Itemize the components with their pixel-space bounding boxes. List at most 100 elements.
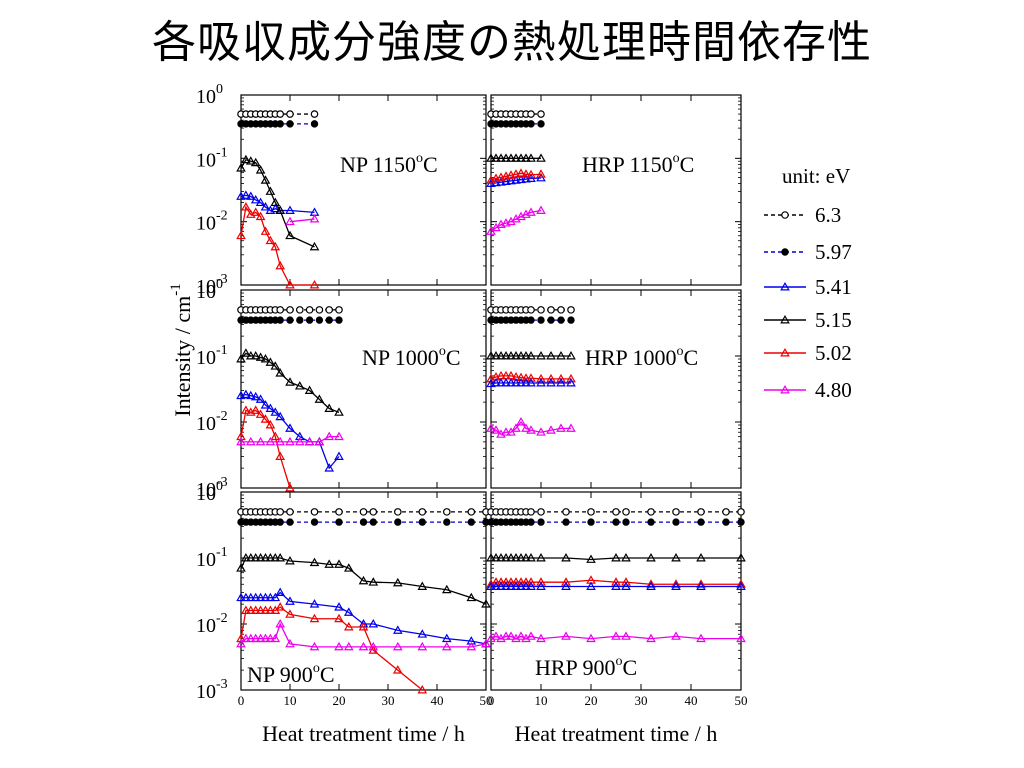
- data-point-p4-5.15-19: [466, 592, 477, 602]
- y-tick-label-r0-0: 100: [196, 82, 223, 108]
- data-point-p2-5.41-4: [255, 394, 266, 403]
- data-point-p3-5.41-10: [546, 377, 556, 387]
- data-point-p5-5.02-3: [501, 577, 511, 586]
- data-point-p2-5.15-0: [236, 354, 246, 363]
- data-point-p5-5.02-7: [521, 577, 531, 586]
- data-point-p0-5.15-8: [275, 205, 286, 214]
- data-point-p5-5.15-13: [621, 552, 631, 562]
- x-tick-label-c0-1: 10: [284, 693, 297, 708]
- data-point-p3-4.80-1: [491, 425, 501, 434]
- data-point-p2-6.3-14: [335, 306, 343, 314]
- data-point-p5-4.80-13: [621, 631, 631, 640]
- data-point-p4-5.41-1: [241, 592, 251, 602]
- data-point-p2-5.97-12: [315, 316, 324, 324]
- data-point-p3-5.02-12: [566, 373, 576, 383]
- data-point-p4-5.41-7: [270, 592, 281, 602]
- data-point-p2-5.97-11: [305, 316, 314, 324]
- data-point-p0-5.02-9: [285, 279, 295, 289]
- data-point-p4-5.41-8: [275, 587, 286, 596]
- data-point-p5-5.41-9: [536, 581, 546, 590]
- x-tick-label-c0-2: 20: [333, 693, 346, 708]
- data-point-p3-4.80-11: [556, 423, 566, 432]
- data-point-p4-5.15-8: [275, 552, 286, 562]
- data-point-p4-5.97-11: [335, 518, 343, 526]
- data-point-p0-5.41-7: [270, 203, 281, 213]
- data-point-p5-5.15-0: [486, 552, 496, 562]
- series-line-p0-5.02: [240, 205, 315, 286]
- data-point-p0-5.41-3: [250, 194, 261, 204]
- data-point-p0-5.02-5: [260, 226, 271, 235]
- data-point-p4-5.41-16: [417, 629, 428, 638]
- data-point-p4-5.15-15: [368, 577, 379, 586]
- series-line-p2-4.80: [241, 435, 339, 443]
- data-point-p5-5.41-0: [486, 581, 496, 590]
- data-point-p2-4.80-8: [314, 436, 325, 446]
- y-tick-label-r1-0: 100: [196, 277, 223, 303]
- x-tick-label-c0-3: 30: [382, 693, 395, 708]
- data-point-p3-5.15-6: [516, 350, 526, 360]
- data-point-p0-6.3-10: [310, 110, 319, 118]
- data-point-p5-5.97-9: [537, 518, 545, 526]
- data-point-p3-5.15-2: [496, 350, 506, 360]
- data-point-p4-5.97-17: [467, 518, 475, 526]
- data-point-p5-6.3-12: [612, 508, 620, 516]
- data-point-p4-6.3-8: [276, 508, 285, 516]
- data-point-p5-6.3-14: [647, 508, 655, 516]
- data-point-p4-5.15-6: [265, 552, 276, 562]
- data-point-p0-4.80-1: [309, 214, 320, 223]
- data-point-p5-5.15-11: [586, 554, 596, 563]
- y-tick-label-r2-1: 10-1: [196, 545, 228, 571]
- data-point-p5-5.41-8: [526, 581, 536, 590]
- data-point-p2-5.97-10: [296, 316, 304, 324]
- data-point-p3-5.41-7: [521, 377, 531, 387]
- y-tick-label-r0-2: 10-2: [196, 209, 228, 235]
- data-point-p3-6.3-10: [547, 306, 555, 314]
- data-point-p1-5.41-6: [516, 174, 526, 184]
- data-point-p5-6.3-8: [527, 508, 535, 516]
- data-point-p2-5.02-6: [265, 420, 276, 429]
- data-point-p2-5.41-2: [245, 390, 256, 400]
- data-point-p2-5.41-6: [265, 403, 276, 412]
- data-point-p2-5.02-3: [250, 405, 261, 414]
- data-point-p2-5.41-9: [285, 423, 295, 432]
- data-point-p4-5.97-15: [418, 518, 426, 526]
- data-point-p5-5.41-15: [671, 581, 681, 590]
- data-point-p2-5.15-9: [285, 377, 295, 386]
- data-point-p4-5.02-0: [236, 633, 246, 643]
- data-point-p5-5.15-16: [696, 552, 706, 562]
- data-point-p4-5.41-11: [334, 602, 344, 611]
- data-point-p4-6.3-10: [310, 508, 319, 516]
- data-point-p3-4.80-3: [501, 427, 511, 436]
- data-point-p4-5.02-16: [417, 684, 428, 694]
- data-point-p3-5.41-3: [501, 377, 511, 387]
- data-point-p2-5.02-7: [270, 431, 281, 441]
- data-point-p2-4.80-10: [334, 431, 344, 441]
- data-point-p5-5.15-2: [496, 552, 506, 562]
- data-point-p4-4.80-18: [466, 641, 477, 651]
- data-point-p1-5.15-5: [511, 153, 521, 162]
- data-point-p5-4.80-17: [736, 633, 746, 643]
- data-point-p3-4.80-8: [526, 425, 536, 434]
- data-point-p5-5.02-5: [511, 577, 521, 586]
- data-point-p5-5.97-12: [612, 518, 620, 526]
- panel-frame-r1c1: [490, 289, 742, 489]
- data-point-p0-5.15-7: [270, 197, 281, 207]
- data-point-p2-5.15-8: [275, 368, 286, 377]
- panel-label-4: NP 900oC: [247, 661, 335, 687]
- y-tick-label-r2-0: 100: [196, 479, 223, 505]
- data-point-p3-5.41-4: [506, 377, 516, 387]
- data-point-p0-4.80-0: [285, 216, 295, 226]
- data-point-p4-5.97-10: [310, 518, 319, 526]
- data-point-p5-5.97-14: [647, 518, 655, 526]
- data-point-p1-5.15-0: [486, 153, 496, 162]
- data-point-p4-5.41-17: [441, 633, 452, 643]
- data-point-p3-5.02-9: [536, 373, 546, 383]
- series-line-p5-5.15: [491, 557, 741, 561]
- data-point-p5-5.02-1: [491, 577, 501, 586]
- data-point-p3-5.97-11: [557, 316, 565, 324]
- data-point-p2-4.80-3: [265, 436, 276, 446]
- data-point-p0-5.15-2: [245, 156, 256, 165]
- data-point-p5-4.80-15: [671, 631, 681, 640]
- data-point-p5-5.15-9: [536, 552, 546, 562]
- data-point-p3-4.80-12: [566, 423, 576, 432]
